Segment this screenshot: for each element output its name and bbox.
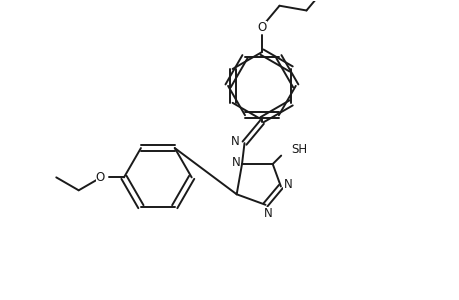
Text: SH: SH [291, 143, 307, 156]
Text: O: O [95, 171, 105, 184]
Text: N: N [231, 156, 240, 169]
Text: N: N [231, 135, 240, 148]
Text: O: O [257, 21, 266, 34]
Text: N: N [263, 207, 272, 220]
Text: N: N [283, 178, 291, 191]
